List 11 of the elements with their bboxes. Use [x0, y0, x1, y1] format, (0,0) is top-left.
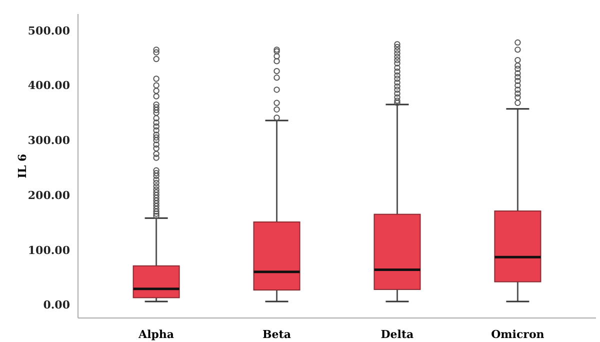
y-tick-label: 500.00	[28, 24, 70, 38]
x-tick-label: Beta	[262, 328, 292, 341]
x-tick-label: Omicron	[491, 328, 544, 341]
y-tick-label: 200.00	[28, 188, 70, 202]
y-axis-title: IL 6	[16, 153, 29, 178]
y-tick-label: 300.00	[28, 134, 70, 148]
y-tick-label: 400.00	[28, 79, 70, 92]
x-tick-label: Alpha	[138, 328, 174, 341]
y-tick-label: 100.00	[28, 244, 70, 257]
x-tick-label: Delta	[380, 328, 414, 341]
y-tick-label: 0.00	[43, 298, 70, 312]
